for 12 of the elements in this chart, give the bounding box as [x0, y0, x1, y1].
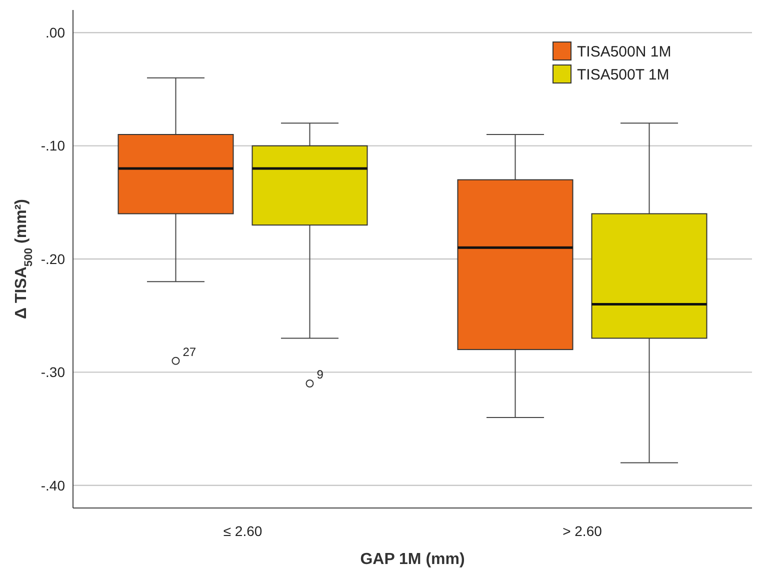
legend-label: TISA500T 1M	[577, 66, 670, 84]
x-tick-label: ≤ 2.60	[223, 523, 262, 539]
y-tick-label: .00	[46, 24, 66, 41]
legend-label: TISA500N 1M	[577, 43, 672, 60]
annotation: 27	[182, 344, 196, 359]
annotation: 9	[316, 368, 324, 382]
x-tick-label: > 2.60	[562, 523, 602, 539]
x-axis-title: GAP 1M (mm)	[360, 551, 465, 568]
y-tick-label: -.30	[40, 364, 66, 380]
y-tick-label: -.10	[40, 138, 66, 154]
y-tick-label: -.20	[40, 250, 66, 267]
y-tick-label: -.40	[40, 477, 66, 494]
